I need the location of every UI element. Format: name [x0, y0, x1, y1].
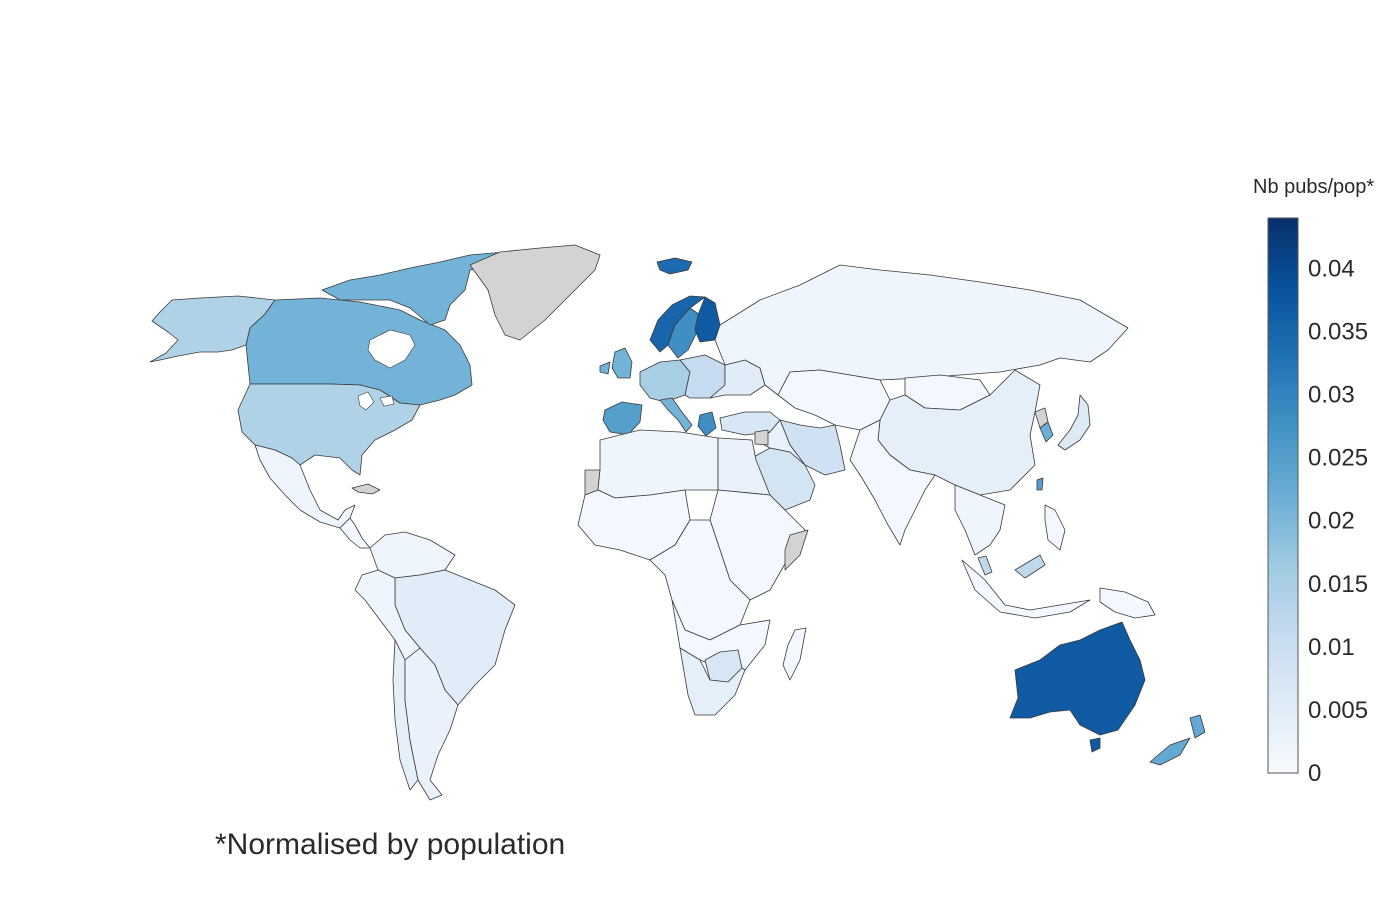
region-new-zealand[interactable] [1149, 714, 1206, 766]
region-central-asia[interactable] [777, 369, 891, 431]
colorbar-gradient [1267, 217, 1299, 774]
region-greece[interactable] [697, 411, 717, 437]
colorbar-tick-label: 0.03 [1308, 382, 1355, 409]
region-central-america[interactable] [339, 517, 371, 549]
country-regions [149, 244, 1206, 801]
colorbar-tick-label: 0.025 [1308, 445, 1368, 472]
region-mexico[interactable] [254, 444, 356, 529]
colorbar-title: Nb pubs/pop* [1253, 176, 1375, 198]
region-iceland[interactable] [656, 257, 693, 275]
region-syria[interactable] [754, 429, 769, 446]
region-greenland[interactable] [469, 244, 601, 341]
region-korea[interactable] [1039, 421, 1054, 443]
region-japan[interactable] [1057, 394, 1091, 451]
great-lakes [357, 391, 395, 411]
region-canadian-arctic[interactable] [321, 251, 506, 326]
region-taiwan[interactable] [1036, 477, 1044, 491]
hudson-bay [367, 329, 416, 369]
footnote: *Normalised by population [215, 828, 566, 861]
region-indonesia[interactable] [961, 559, 1091, 619]
region-uk[interactable] [599, 347, 633, 379]
region-malaysia[interactable] [977, 554, 1046, 579]
region-alaska[interactable] [149, 295, 276, 363]
region-russia[interactable] [714, 264, 1129, 396]
colorbar-tick-label: 0.015 [1308, 571, 1368, 598]
colorbar-tick-label: 0.04 [1308, 255, 1355, 282]
colorbar-tick-label: 0.01 [1308, 634, 1355, 661]
region-norway[interactable] [649, 295, 706, 353]
region-canada[interactable] [245, 297, 473, 406]
region-australia[interactable] [1009, 621, 1146, 736]
colorbar-tick-label: 0.005 [1308, 697, 1368, 724]
colorbar-tick-label: 0.02 [1308, 508, 1355, 535]
colorbar-tick-label: 0 [1308, 760, 1321, 787]
region-italy[interactable] [659, 397, 693, 433]
region-iberia[interactable] [602, 401, 643, 436]
region-philippines[interactable] [1044, 504, 1066, 551]
region-south-africa[interactable] [679, 647, 746, 716]
region-western-europe[interactable] [639, 359, 691, 403]
region-madagascar[interactable] [782, 627, 807, 681]
colorbar: 0 0.005 0.01 0.015 0.02 0.025 0.03 0.035 0.04 [1267, 217, 1368, 787]
region-papua-new-guinea[interactable] [1099, 587, 1156, 619]
region-somalia[interactable] [784, 529, 809, 571]
colorbar-tick-label: 0.035 [1308, 319, 1368, 346]
region-north-africa[interactable] [597, 429, 719, 499]
region-tasmania[interactable] [1089, 737, 1101, 753]
region-india[interactable] [849, 419, 936, 546]
colorbar-ticks: 0 0.005 0.01 0.015 0.02 0.025 0.03 0.035 0.04 [1308, 255, 1368, 787]
lakes [357, 329, 416, 411]
region-egypt[interactable] [717, 437, 771, 496]
region-southeast-asia[interactable] [954, 484, 1006, 556]
region-cuba[interactable] [351, 483, 381, 495]
region-argentina[interactable] [404, 647, 459, 801]
